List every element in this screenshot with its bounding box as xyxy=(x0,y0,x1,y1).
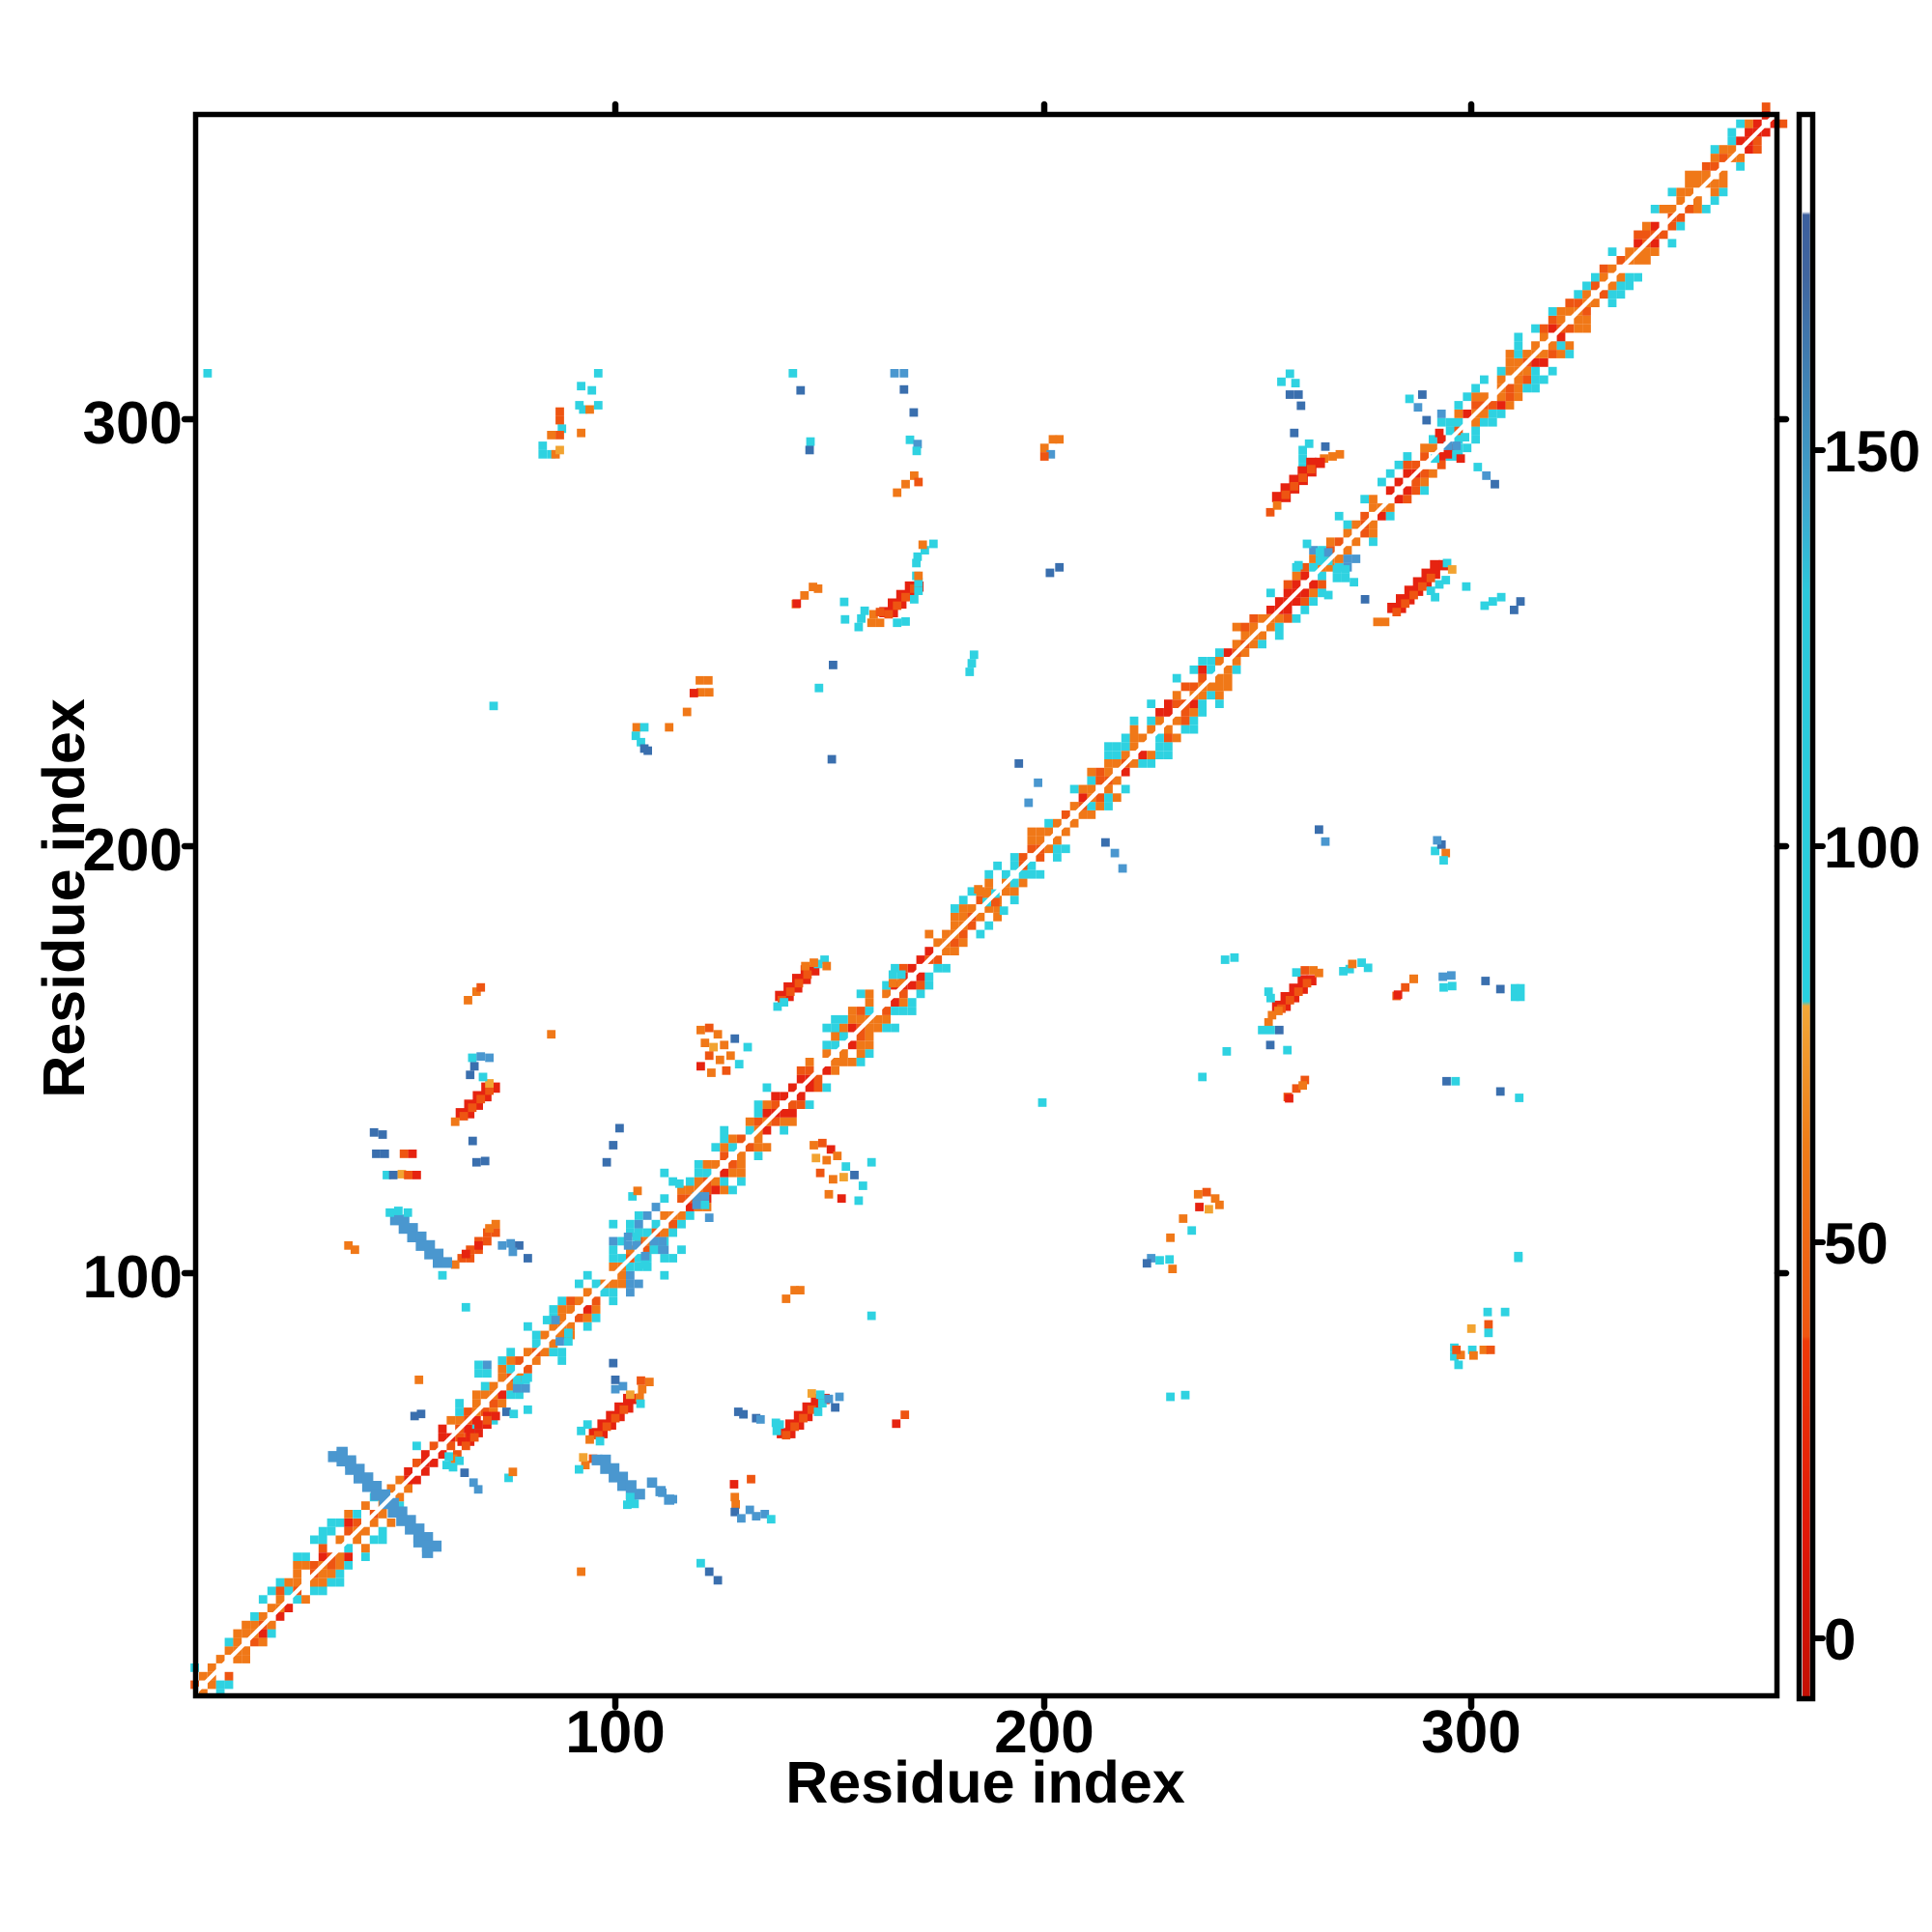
svg-text:300: 300 xyxy=(1421,1699,1520,1766)
svg-text:200: 200 xyxy=(83,817,183,884)
svg-text:200: 200 xyxy=(994,1699,1094,1766)
svg-text:Residue index: Residue index xyxy=(31,698,97,1098)
svg-text:Residue index: Residue index xyxy=(785,1749,1185,1815)
svg-text:150: 150 xyxy=(1824,419,1920,484)
svg-text:300: 300 xyxy=(83,390,183,457)
svg-text:50: 50 xyxy=(1824,1211,1889,1276)
svg-text:100: 100 xyxy=(83,1244,183,1311)
svg-text:0: 0 xyxy=(1824,1607,1856,1672)
svg-text:100: 100 xyxy=(565,1699,665,1766)
svg-text:100: 100 xyxy=(1824,815,1920,880)
